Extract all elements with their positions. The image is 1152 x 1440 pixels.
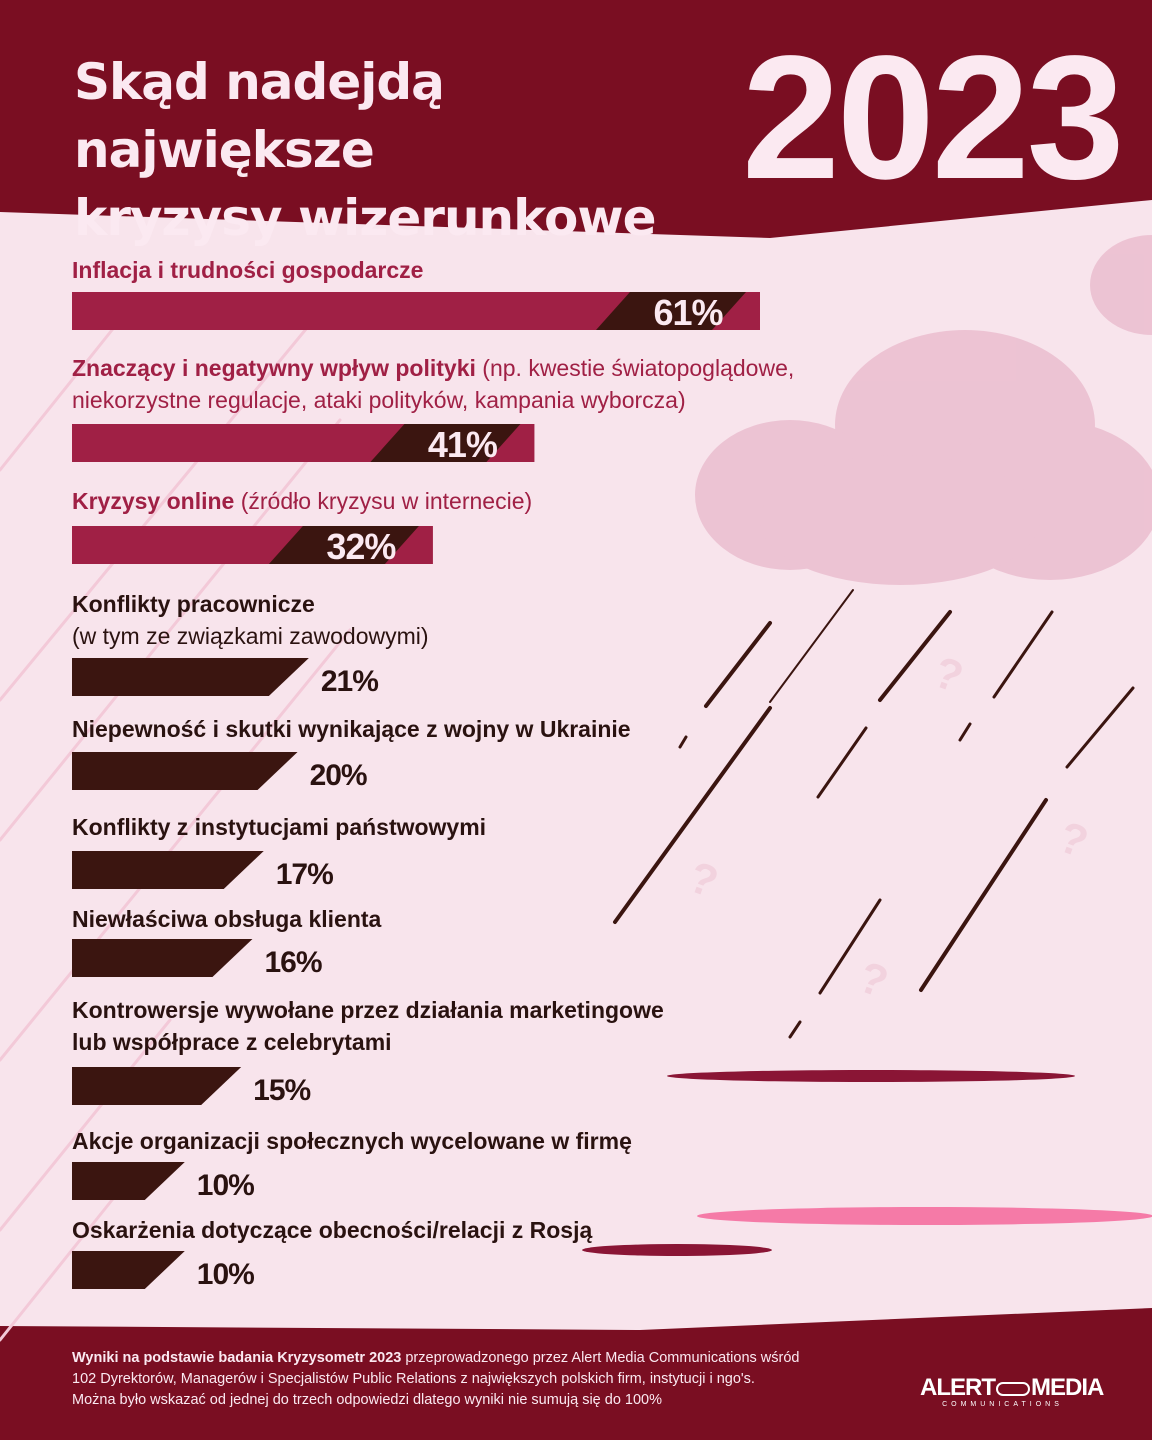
rain-streaks xyxy=(613,589,1135,1039)
title-line-2: kryzysy wizerunkowe xyxy=(74,189,657,247)
puddle-dark xyxy=(667,1070,1075,1082)
bar xyxy=(72,658,309,696)
bar-label: Niewłaściwa obsługa klienta xyxy=(72,906,382,932)
footnote-rest: przeprowadzonego przez Alert Media Commu… xyxy=(401,1350,800,1366)
bar-label-bold: Konflikty z instytucjami państwowymi xyxy=(72,814,486,840)
bar-label-bold: Kontrowersje wywołane przez działania ma… xyxy=(72,997,664,1023)
bar xyxy=(72,939,253,977)
value-label: 41% xyxy=(428,424,498,465)
bar-label-rest: (np. kwestie światopoglądowe, xyxy=(476,355,794,381)
bar xyxy=(72,1162,185,1200)
logo-subtitle: COMMUNICATIONS xyxy=(942,1401,1063,1408)
value-label: 20% xyxy=(310,759,367,792)
alert-media-logo: ALERT MEDIA COMMUNICATIONS xyxy=(920,1374,1104,1410)
value-label: 61% xyxy=(653,292,723,333)
bar-label: Znaczący i negatywny wpływ polityki (np.… xyxy=(72,355,794,381)
puddle-small xyxy=(582,1244,772,1256)
bar-label: Kontrowersje wywołane przez działania ma… xyxy=(72,997,664,1023)
bar-label: Inflacja i trudności gospodarcze xyxy=(72,257,423,283)
value-label: 21% xyxy=(321,665,378,698)
bar-label-bold: Akcje organizacji społecznych wycelowane… xyxy=(72,1128,632,1154)
bar xyxy=(72,1251,185,1289)
bar-label-line2: (w tym ze związkami zawodowymi) xyxy=(72,623,429,649)
puddle-pink xyxy=(697,1207,1152,1225)
bar-label-bold: Znaczący i negatywny wpływ polityki xyxy=(72,355,476,381)
bar-label-line2: lub współprace z celebrytami xyxy=(72,1029,392,1055)
bar-label-bold: Niewłaściwa obsługa klienta xyxy=(72,906,382,932)
question-mark-icons: ? ? ? ? xyxy=(682,647,1094,1007)
value-tag xyxy=(370,424,521,462)
value-tag xyxy=(596,292,746,330)
bar-label-bold: Oskarżenia dotyczące obecności/relacji z… xyxy=(72,1217,592,1243)
background-streaks xyxy=(0,298,352,1342)
bar-label: Niepewność i skutki wynikające z wojny w… xyxy=(72,716,631,742)
bar-label-bold: Konflikty pracownicze xyxy=(72,591,315,617)
bar-label: Kryzysy online (źródło kryzysu w interne… xyxy=(72,488,532,514)
footer-band xyxy=(0,1308,1152,1440)
value-tag xyxy=(268,526,419,564)
footnote-line-2: 102 Dyrektorów, Managerów i Specjalistów… xyxy=(72,1371,755,1387)
value-label: 15% xyxy=(253,1074,310,1107)
logo-handshake-icon xyxy=(996,1381,1030,1396)
header-band xyxy=(0,0,1152,238)
logo-right-text: MEDIA xyxy=(1031,1374,1104,1401)
footnote-bold: Wyniki na podstawie badania Kryzysometr … xyxy=(72,1350,402,1366)
year-label: 2023 xyxy=(742,20,1125,216)
value-label: 16% xyxy=(264,946,321,979)
logo-left-text: ALERT xyxy=(920,1374,996,1401)
title-line-1: Skąd nadejdą największe xyxy=(74,53,445,179)
bar xyxy=(72,1067,242,1105)
bar-label-rest: (źródło kryzysu w internecie) xyxy=(234,488,532,514)
value-label: 10% xyxy=(197,1169,254,1202)
value-label: 32% xyxy=(326,526,396,567)
bar xyxy=(72,851,264,889)
bar-label: Konflikty pracownicze xyxy=(72,591,315,617)
cloud-illustration xyxy=(695,235,1152,585)
bar-label: Oskarżenia dotyczące obecności/relacji z… xyxy=(72,1217,592,1243)
bar-label-bold: Kryzysy online xyxy=(72,488,234,514)
footnote-line-3: Można było wskazać od jednej do trzech o… xyxy=(72,1392,663,1408)
bar-label-line2: niekorzystne regulacje, ataki polityków,… xyxy=(72,387,686,413)
bar-label-bold: Inflacja i trudności gospodarcze xyxy=(72,257,423,283)
bar-label-bold: Niepewność i skutki wynikające z wojny w… xyxy=(72,716,631,742)
value-label: 10% xyxy=(197,1258,254,1291)
bar-label: Akcje organizacji społecznych wycelowane… xyxy=(72,1128,632,1154)
value-label: 17% xyxy=(276,858,333,891)
page-title: Skąd nadejdą największe kryzysy wizerunk… xyxy=(74,48,734,252)
bar-label: Konflikty z instytucjami państwowymi xyxy=(72,814,486,840)
bar xyxy=(72,752,298,790)
footnote: Wyniki na podstawie badania Kryzysometr … xyxy=(72,1348,852,1411)
